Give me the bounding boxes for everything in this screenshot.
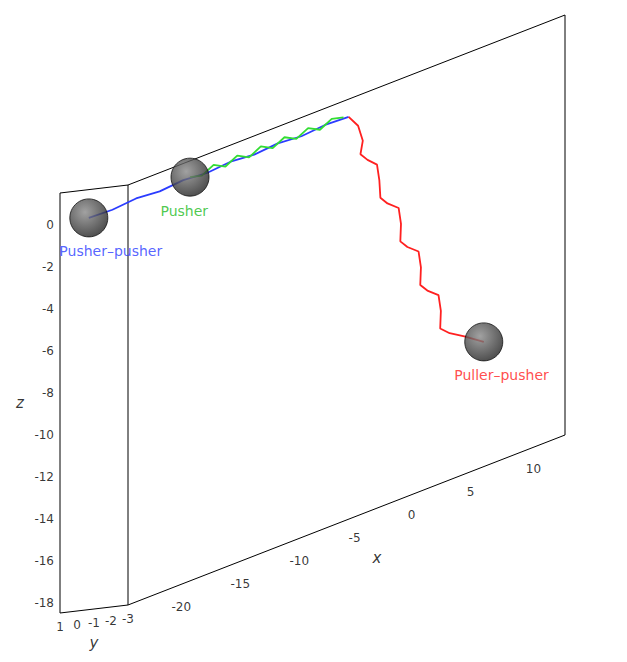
svg-text:1: 1: [56, 620, 64, 634]
svg-text:y: y: [89, 634, 100, 652]
svg-text:5: 5: [467, 485, 475, 499]
svg-text:-3: -3: [122, 612, 134, 626]
svg-text:z: z: [15, 394, 25, 412]
svg-text:-14: -14: [34, 512, 54, 526]
svg-text:-18: -18: [34, 596, 54, 610]
svg-text:-10: -10: [290, 554, 310, 568]
svg-text:-2: -2: [105, 614, 117, 628]
svg-text:0: 0: [73, 618, 81, 632]
svg-text:-2: -2: [42, 260, 54, 274]
svg-text:10: 10: [526, 462, 541, 476]
svg-text:-4: -4: [42, 302, 54, 316]
svg-text:-12: -12: [34, 470, 54, 484]
svg-text:-15: -15: [230, 577, 250, 591]
svg-text:-16: -16: [34, 554, 54, 568]
svg-text:-10: -10: [34, 428, 54, 442]
svg-text:x: x: [372, 549, 382, 567]
svg-text:-20: -20: [171, 600, 191, 614]
svg-text:0: 0: [46, 218, 54, 232]
svg-text:-1: -1: [88, 616, 100, 630]
svg-text:Pusher: Pusher: [161, 203, 209, 219]
svg-text:-5: -5: [349, 531, 361, 545]
svg-text:0: 0: [408, 508, 416, 522]
svg-text:Puller–pusher: Puller–pusher: [454, 367, 549, 383]
svg-text:Pusher–pusher: Pusher–pusher: [59, 243, 162, 259]
svg-text:-6: -6: [42, 344, 54, 358]
svg-text:-8: -8: [42, 386, 54, 400]
